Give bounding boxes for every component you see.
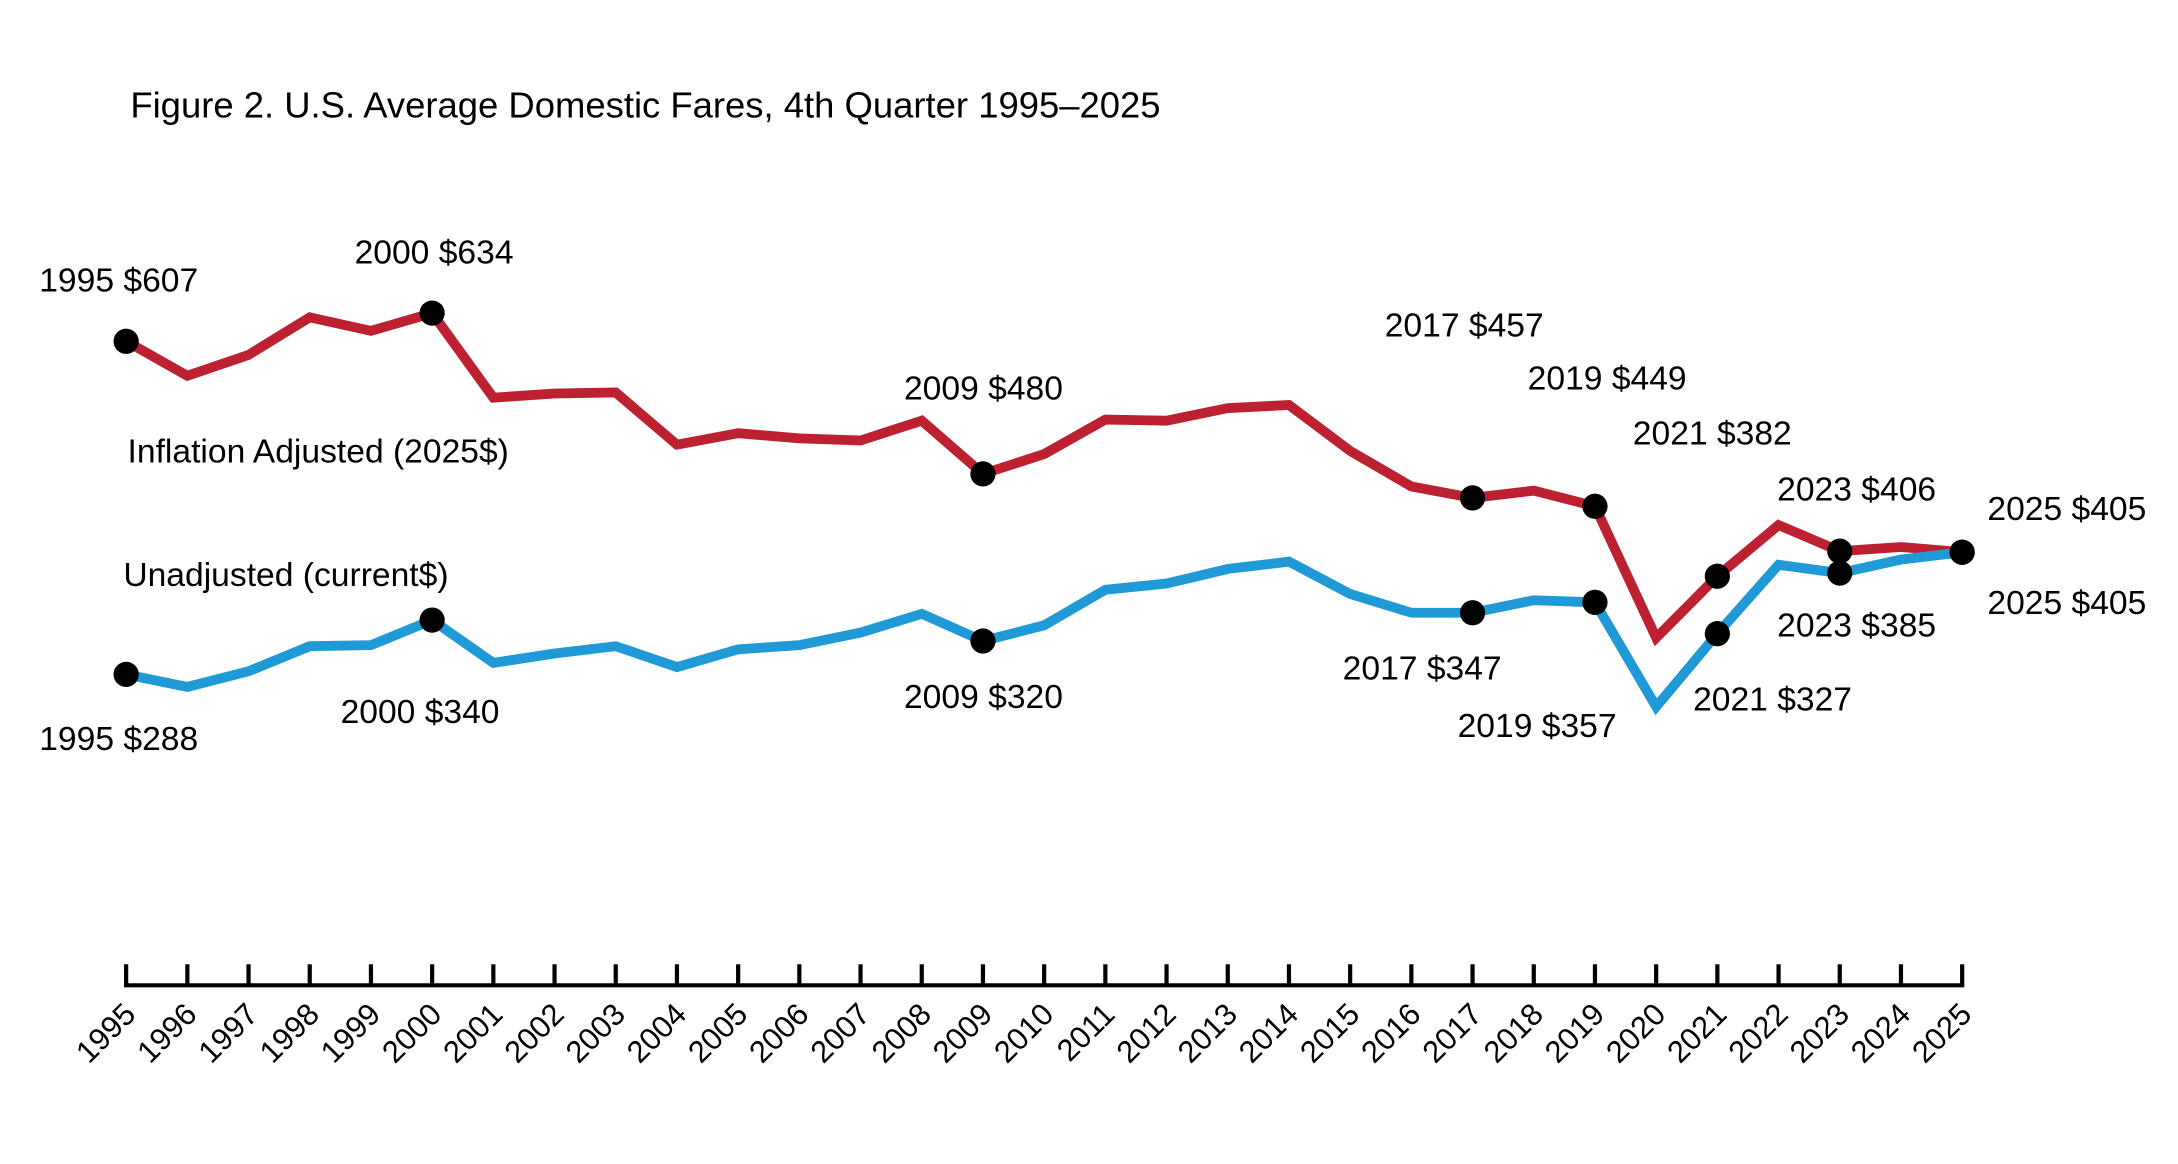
- x-tick-label: 2011: [1050, 996, 1122, 1068]
- data-label: 2017 $457: [1385, 307, 1544, 344]
- series-markers: [113, 300, 1975, 687]
- x-tick-label: 2012: [1109, 996, 1182, 1069]
- data-point-marker: [419, 607, 445, 633]
- x-tick-label: 2014: [1232, 996, 1305, 1069]
- x-tick-label: 1997: [191, 996, 264, 1069]
- data-point-marker: [1827, 560, 1853, 586]
- x-tick-label: 2016: [1354, 996, 1427, 1069]
- x-tick-label: 2015: [1293, 996, 1366, 1069]
- x-tick-label: 2025: [1905, 996, 1978, 1069]
- data-label: 2025 $405: [1987, 585, 2146, 622]
- data-point-marker: [970, 628, 996, 654]
- x-tick-label: 2000: [375, 996, 448, 1069]
- x-tick-label: 2004: [620, 996, 693, 1069]
- x-tick-label: 2013: [1171, 996, 1244, 1069]
- data-label: 1995 $607: [39, 263, 198, 300]
- x-tick-label: 1996: [130, 996, 203, 1069]
- data-point-marker: [1949, 539, 1975, 565]
- data-label: 2025 $405: [1987, 491, 2146, 528]
- x-tick-label: 1995: [69, 996, 142, 1069]
- x-tick-label: 2020: [1599, 996, 1672, 1069]
- x-tick-label: 2019: [1538, 996, 1611, 1069]
- data-point-marker: [113, 328, 139, 354]
- data-label: 2021 $327: [1693, 682, 1852, 719]
- x-tick-label: 2009: [926, 996, 999, 1069]
- data-point-marker: [1459, 485, 1486, 511]
- x-tick-label: 2018: [1477, 996, 1550, 1069]
- data-label: 2009 $320: [904, 679, 1063, 716]
- data-label: 2019 $449: [1528, 361, 1687, 398]
- x-tick-label: 2007: [803, 996, 876, 1069]
- data-point-marker: [1582, 493, 1608, 519]
- data-label: 2023 $406: [1777, 471, 1936, 508]
- x-axis: 1995199619971998199920002001200220032004…: [69, 964, 1978, 1070]
- x-tick-label: 2017: [1415, 996, 1488, 1069]
- x-tick-label: 1999: [314, 996, 387, 1069]
- data-point-marker: [113, 661, 139, 687]
- data-label: 2000 $340: [341, 694, 500, 731]
- data-label: 2017 $347: [1343, 651, 1502, 688]
- x-tick-label: 2005: [681, 996, 754, 1069]
- data-label: 2000 $634: [355, 234, 514, 271]
- data-label: 2021 $382: [1633, 415, 1792, 452]
- x-tick-label: 2023: [1783, 996, 1856, 1069]
- annotations: 1995 $607 2000 $634 2009 $480 2017 $457 2019…: [39, 234, 2146, 757]
- x-tick-label: 2022: [1721, 996, 1794, 1069]
- data-point-marker: [1459, 600, 1486, 626]
- data-point-marker: [419, 300, 445, 326]
- series-label-unadjusted: Unadjusted (current$): [123, 557, 448, 594]
- x-tick-label: 2024: [1844, 996, 1917, 1069]
- data-point-marker: [1704, 621, 1730, 647]
- x-tick-label: 2001: [436, 996, 509, 1069]
- x-tick-label: 2021: [1660, 996, 1733, 1069]
- data-point-marker: [1582, 589, 1608, 615]
- chart-title: Figure 2. U.S. Average Domestic Fares, 4…: [130, 85, 1160, 126]
- data-label: 1995 $288: [39, 721, 198, 758]
- x-tick-label: 2010: [987, 996, 1060, 1069]
- data-label: 2023 $385: [1777, 607, 1936, 644]
- data-point-marker: [970, 461, 996, 487]
- x-tick-label: 2008: [865, 996, 938, 1069]
- x-tick-label: 2006: [742, 996, 815, 1069]
- data-label: 2019 $357: [1458, 708, 1617, 745]
- series-label-inflation-adjusted: Inflation Adjusted (2025$): [128, 434, 509, 471]
- x-tick-label: 1998: [253, 996, 326, 1069]
- data-label: 2009 $480: [904, 370, 1063, 407]
- data-point-marker: [1827, 538, 1853, 564]
- x-tick-label: 2002: [497, 996, 570, 1069]
- x-tick-label: 2003: [559, 996, 632, 1069]
- data-point-marker: [1704, 563, 1730, 589]
